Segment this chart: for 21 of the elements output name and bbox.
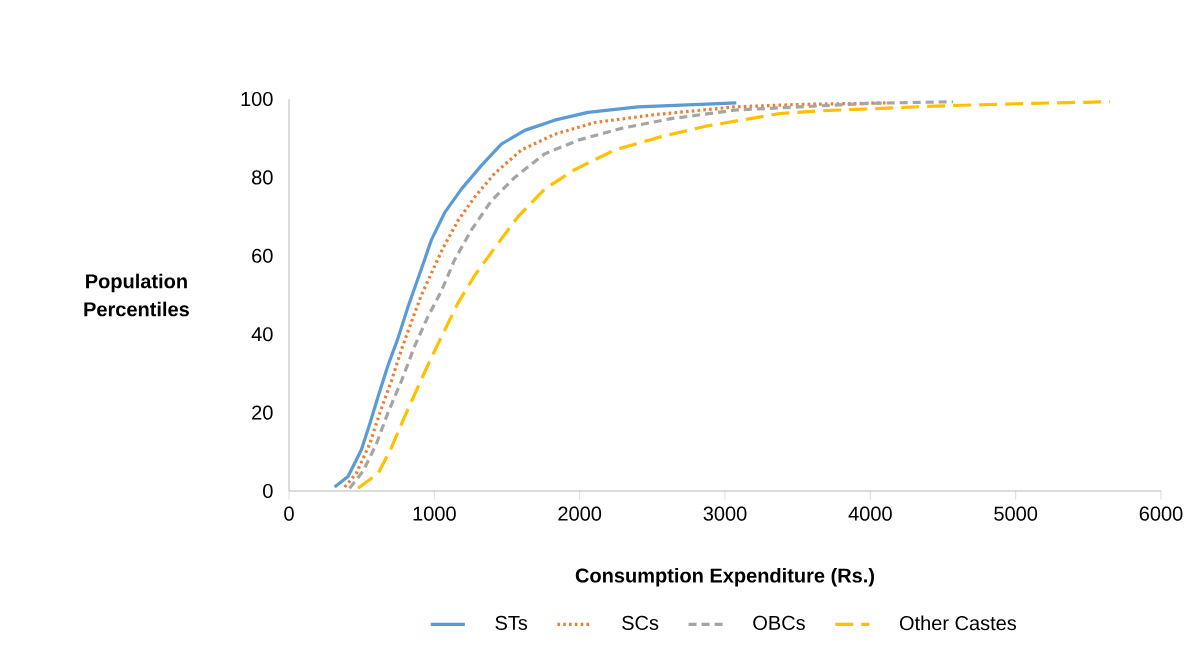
- y-tick-label: 80: [252, 170, 273, 185]
- y-axis-title: Population Percentiles: [84, 273, 189, 317]
- y-tick-label: 40: [251, 327, 273, 342]
- x-tick-label: 0: [284, 506, 294, 521]
- legend-label: STs: [495, 615, 528, 630]
- line-series: [356, 100, 1112, 490]
- legend-label: Other Castes: [899, 615, 1017, 631]
- x-tick-label: 4000: [848, 506, 892, 521]
- y-tick-label: 0: [263, 483, 273, 499]
- y-tick-label: 20: [252, 405, 273, 420]
- y-tick-label: 60: [252, 248, 273, 263]
- y-tick-label: 100: [241, 91, 273, 107]
- x-tick-label: 3000: [703, 506, 747, 521]
- line-series: [333, 101, 738, 489]
- x-tick-label: 5000: [994, 506, 1038, 521]
- x-tick-label: 6000: [1139, 506, 1183, 521]
- x-tick-label: 2000: [558, 506, 602, 521]
- x-tick-label: 1000: [413, 506, 456, 521]
- legend-label: SCs: [622, 615, 659, 630]
- legend-label: OBCs: [753, 615, 805, 630]
- x-axis-title: Consumption Expenditure (Rs.): [575, 567, 875, 587]
